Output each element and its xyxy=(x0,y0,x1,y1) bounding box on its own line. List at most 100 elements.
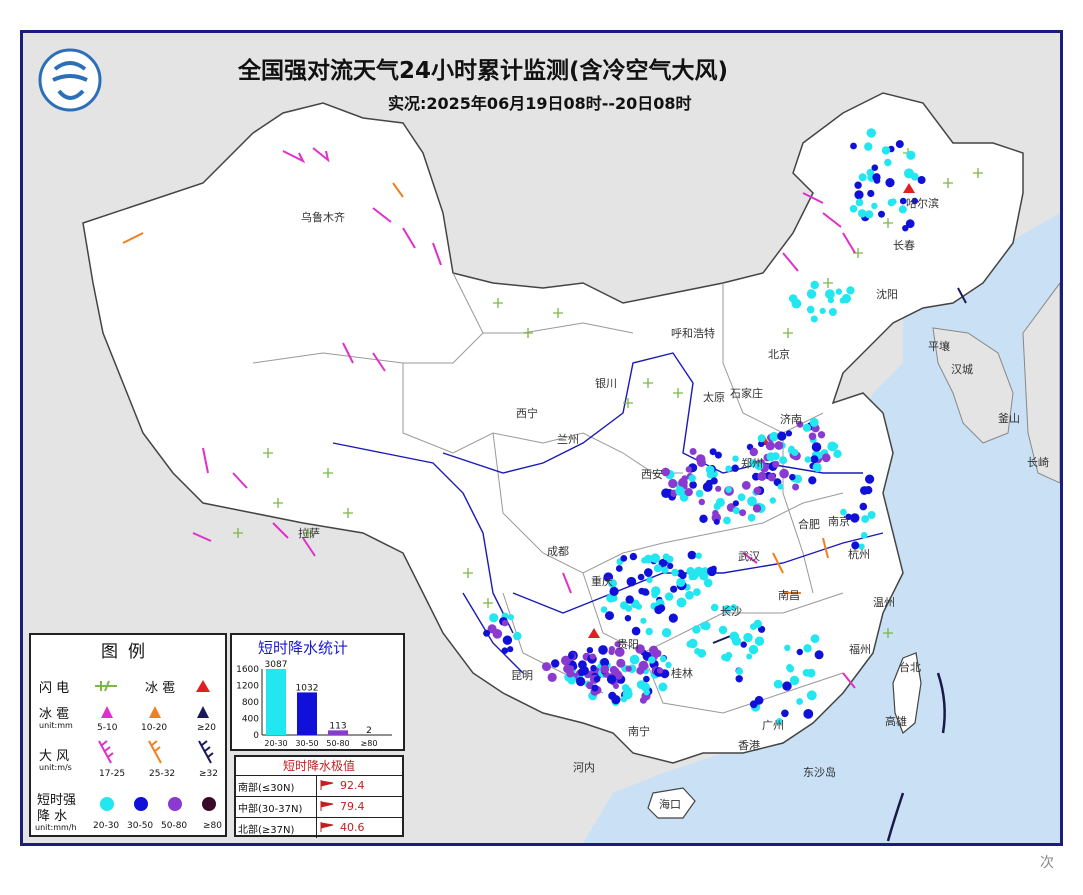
rain-dot xyxy=(904,168,914,179)
rain-dot xyxy=(841,293,852,304)
rain-dot xyxy=(777,431,787,441)
rain-dot xyxy=(769,497,776,504)
rain-dot xyxy=(793,474,803,484)
rain-dot xyxy=(615,565,623,572)
rain-dot xyxy=(835,288,842,295)
rain-dot xyxy=(575,676,586,687)
rain-dot xyxy=(871,202,878,210)
rain-dot xyxy=(860,532,868,539)
legend-gale-label: 大 风 xyxy=(39,749,70,764)
rain-dot xyxy=(721,653,728,661)
flag-icon xyxy=(320,780,334,790)
city-label: 重庆 xyxy=(591,575,613,588)
rain-dot xyxy=(776,718,783,725)
chart-x-tick-label: 20-30 xyxy=(264,739,287,748)
city-label: 拉萨 xyxy=(298,527,320,540)
rain-dot xyxy=(731,464,739,472)
city-label: 南京 xyxy=(828,515,850,528)
rain-dot xyxy=(710,603,719,612)
rain-dot xyxy=(695,552,702,559)
rain-dot xyxy=(600,657,610,667)
city-label: 温州 xyxy=(873,596,895,609)
city-label: 合肥 xyxy=(798,518,820,531)
rain-dot xyxy=(851,541,860,550)
rain-dot xyxy=(806,305,815,314)
legend-rain-range: 50-80 xyxy=(161,821,188,831)
extreme-row: 北部(≥37N) 40.6 xyxy=(236,818,402,838)
rain-dot xyxy=(625,595,634,604)
city-label: 沈阳 xyxy=(876,288,898,301)
rain-dot xyxy=(788,294,798,303)
rain-dot xyxy=(865,474,875,484)
rain-dot xyxy=(600,606,608,613)
city-label: 昆明 xyxy=(511,669,533,682)
rain-dot xyxy=(598,645,608,655)
rain-dot xyxy=(631,626,641,636)
rain-dot xyxy=(758,440,765,447)
rain-dot xyxy=(593,676,601,683)
legend-rain-unit: unit:mm/h xyxy=(35,823,77,832)
rain-dot xyxy=(833,449,842,458)
chart-y-tick-label: 1200 xyxy=(236,682,259,692)
rain-dot xyxy=(867,511,876,519)
rain-dot xyxy=(705,465,715,475)
rain-dot xyxy=(737,493,746,502)
legend-rain-range: 30-50 xyxy=(127,821,154,831)
rain-dot xyxy=(749,447,758,457)
rain-dot xyxy=(777,483,784,490)
city-label: 太原 xyxy=(703,391,725,404)
rain-dot xyxy=(606,674,617,684)
rain-dot xyxy=(772,460,780,468)
flag-icon xyxy=(320,801,334,811)
city-label: 长沙 xyxy=(720,605,742,618)
extreme-value: 92.4 xyxy=(340,779,365,792)
city-label: 香港 xyxy=(738,739,760,752)
korea-land xyxy=(932,327,1014,444)
rain-dot xyxy=(718,625,728,635)
city-label: 兰州 xyxy=(557,433,579,446)
rain-dot xyxy=(796,698,803,705)
chart-y-tick-label: 1600 xyxy=(236,665,259,675)
rain-dot xyxy=(779,468,789,479)
rain-dot xyxy=(828,308,837,316)
flag-icon xyxy=(320,822,334,832)
rain-dot xyxy=(620,601,629,610)
rain-dot xyxy=(668,478,678,489)
rain-dot xyxy=(789,675,800,686)
rain-dot xyxy=(609,586,619,597)
chart-bar xyxy=(328,730,348,735)
rain-dot xyxy=(810,634,820,643)
rain-dot xyxy=(791,448,799,457)
map-title: 全国强对流天气24小时累计监测(含冷空气大风) xyxy=(238,58,729,84)
rain-dot xyxy=(561,655,571,666)
hail-icon xyxy=(196,680,210,692)
rain-dot xyxy=(846,286,855,295)
rain-dot xyxy=(501,647,509,654)
rain-dot xyxy=(697,649,707,658)
city-label: 西安 xyxy=(641,468,663,481)
rain-dot xyxy=(591,684,599,692)
rain-stats-chart: 0 400 800 1200 1600 3087 20-30 1032 30-50 113 50-8… xyxy=(236,660,392,748)
foreign-city-label: 釜山 xyxy=(998,412,1020,425)
rain-dot xyxy=(854,181,862,189)
rain-dot xyxy=(808,432,817,441)
rain-dot xyxy=(658,682,668,692)
rain-dot xyxy=(747,513,756,522)
rain-dot xyxy=(819,307,826,314)
rain-dot xyxy=(840,508,847,516)
rain-stats-panel: 短时降水统计 0 400 800 1200 1600 3087 20-30 1032 30-50… xyxy=(230,633,405,751)
rain-dot xyxy=(689,481,697,489)
hail-size-icon xyxy=(101,706,209,718)
rain-dot xyxy=(715,485,722,492)
rain-dot xyxy=(858,173,867,182)
rain-dot xyxy=(624,615,632,622)
extreme-row: 中部(30-37N) 79.4 xyxy=(236,797,402,818)
chart-x-tick-label: 30-50 xyxy=(295,739,318,748)
rain-dot xyxy=(507,614,514,621)
rain-dots xyxy=(483,128,926,725)
rain-dot xyxy=(590,664,597,672)
rain-dot xyxy=(803,709,814,719)
rain-dot xyxy=(703,578,713,588)
rain-dot xyxy=(702,482,713,492)
rain-dot xyxy=(586,647,594,654)
